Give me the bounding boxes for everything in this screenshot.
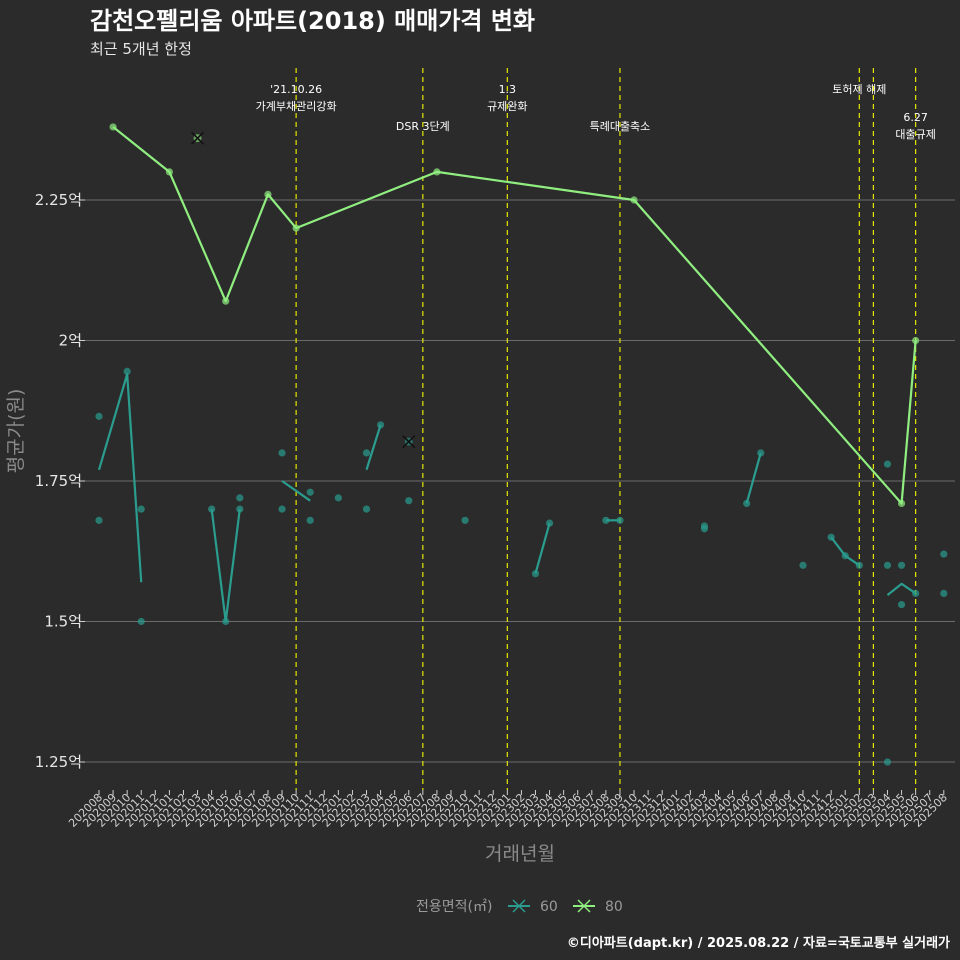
- y-tick-label: 2.25억: [35, 191, 82, 209]
- event-annotation: 가계부채관리강화: [256, 100, 337, 113]
- series-80-point: [912, 336, 920, 345]
- series-60-point: [236, 494, 244, 502]
- chart-title: 감천오펠리움 아파트(2018) 매매가격 변화: [90, 7, 535, 35]
- series-layer: [95, 123, 948, 766]
- event-annotation: 규제완화: [487, 100, 527, 113]
- series-60-point: [545, 519, 554, 527]
- series-60-point: [616, 516, 624, 524]
- series-80-line: [112, 126, 917, 505]
- series-60-point: [405, 497, 413, 505]
- series-60-point: [883, 561, 892, 569]
- series-60-point: [827, 533, 835, 541]
- series-60-point: [531, 570, 540, 578]
- series-60-point: [883, 460, 892, 468]
- legend-key-cross: [577, 899, 591, 913]
- series-60-point: [278, 449, 286, 457]
- series-60-line: [281, 480, 311, 502]
- series-80-cross-marker: [191, 131, 205, 145]
- series-60-point: [95, 412, 103, 420]
- y-axis-title: 평균가(원): [5, 389, 27, 474]
- event-annotation: 6.27: [903, 111, 928, 124]
- chart-subtitle: 최근 5개년 한정: [90, 40, 192, 58]
- series-60-point: [123, 367, 131, 376]
- series-60-point: [278, 505, 286, 513]
- series-80-point: [264, 190, 272, 198]
- series-60-point: [137, 505, 145, 513]
- series-60-point: [700, 525, 709, 533]
- event-annotation: 토허제 해제: [832, 82, 886, 96]
- legend-key-cross: [512, 899, 526, 913]
- cross-marker-stroke: [402, 435, 416, 449]
- series-80-point: [165, 168, 173, 176]
- legend-title: 전용면적(㎡): [416, 899, 492, 915]
- series-80-point: [109, 123, 117, 131]
- series-80-point: [630, 196, 638, 204]
- x-tick-layer: 2020082020092020102020112020122021012021…: [66, 790, 950, 830]
- series-60-point: [799, 561, 807, 569]
- series-80-point: [222, 297, 230, 305]
- legend-items: 60 80: [508, 899, 623, 915]
- series-60-point: [95, 516, 103, 524]
- event-annotation: '21.10.26: [270, 83, 322, 96]
- legend-label: 80: [605, 899, 623, 915]
- series-80-point: [433, 168, 441, 176]
- grid-layer: 1.25억 1.5억 1.75억 2억 2.25억: [35, 191, 955, 771]
- event-annotation: 특례대출축소: [590, 120, 651, 133]
- series-80-point: [292, 224, 300, 232]
- series-60-cross-marker: [402, 435, 416, 449]
- y-tick-label: 1.25억: [35, 753, 82, 771]
- series-60-point: [377, 421, 385, 429]
- series-60-point: [362, 449, 371, 457]
- series-60-point: [602, 516, 610, 524]
- y-tick-label: 1.75억: [35, 472, 82, 490]
- series-60-point: [897, 601, 906, 609]
- series-60-point: [841, 552, 849, 560]
- series-60-line: [365, 424, 382, 471]
- series-60-point: [306, 488, 314, 496]
- series-60-point: [208, 505, 216, 513]
- series-60-point: [236, 505, 244, 513]
- y-tick-label: 1.5억: [44, 613, 82, 631]
- series-60-point: [362, 505, 371, 513]
- series-60-point: [855, 561, 863, 569]
- series-60-point: [757, 449, 765, 457]
- event-annotation: 대출규제: [895, 128, 935, 141]
- event-annotation: 1.3: [499, 83, 517, 96]
- series-60-line: [745, 452, 762, 504]
- series-60-point: [940, 550, 948, 558]
- legend-label: 60: [540, 899, 558, 915]
- legend-item-80: 80: [573, 899, 623, 915]
- legend-item-60: 60: [508, 899, 558, 915]
- series-60-point: [222, 617, 230, 626]
- series-60-point: [883, 758, 892, 766]
- legend: 전용면적(㎡) 60 80: [416, 899, 623, 915]
- series-60-point: [137, 617, 145, 626]
- series-60-point: [940, 589, 948, 598]
- series-80-point: [897, 499, 906, 508]
- series-60-point: [306, 516, 314, 524]
- x-axis-title: 거래년월: [485, 843, 555, 865]
- series-60-point: [897, 561, 906, 569]
- series-60-point: [461, 516, 469, 524]
- series-60-line: [830, 536, 860, 567]
- series-60-line: [886, 582, 917, 596]
- series-60-line: [97, 373, 143, 583]
- caption: ©디아파트(dapt.kr) / 2025.08.22 / 자료=국토교통부 실…: [567, 935, 950, 951]
- y-tick-label: 2억: [59, 332, 82, 350]
- series-60-point: [912, 589, 920, 598]
- series-60-line: [210, 508, 241, 623]
- series-60-point: [743, 499, 751, 508]
- cross-marker-stroke: [191, 131, 205, 145]
- series-60-line: [534, 522, 551, 575]
- event-annotation: DSR 3단계: [396, 120, 450, 133]
- series-60-point: [334, 494, 342, 502]
